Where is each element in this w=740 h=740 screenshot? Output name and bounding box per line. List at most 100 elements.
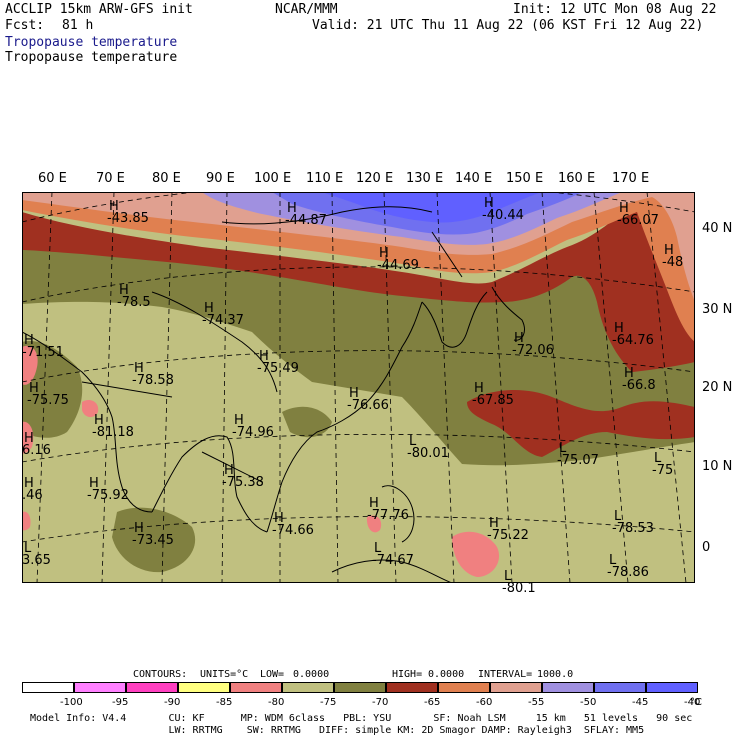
high-low-mark: H [24,333,34,348]
field-title-2: Tropopause temperature [5,50,178,65]
footer-line-2: LW: RRTMG SW: RRTMG DIFF: simple KM: 2D … [30,725,645,736]
field-m80-m75-e [366,515,382,533]
high-low-value: -66.07 [617,213,659,228]
colorbar-label: -60 [476,697,493,708]
high-low-mark: H [619,201,629,216]
valid-time: Valid: 21 UTC Thu 11 Aug 22 (06 KST Fri … [312,18,704,33]
field-m80-m75-b [22,421,34,454]
latitude-label: 0 [702,540,711,555]
colorbar-label: -40 [684,697,701,708]
high-low-value: -78.53 [612,521,654,536]
colorbar-swatch [490,682,542,693]
high-low-mark: L [614,509,622,524]
high-low-value: -78.58 [132,373,174,388]
longitude-label: 60 E [38,171,67,186]
field-m65-m60-north [22,192,695,372]
colorbar-swatch [126,682,178,693]
coastlines [22,206,525,583]
high-low-value: -75.92 [87,488,129,503]
high-low-value: -78.86 [607,565,649,580]
colorbar-label: -45 [632,697,649,708]
model-title: ACCLIP 15km ARW-GFS init [5,2,193,17]
high-low-mark: L [24,541,32,556]
colorbar-swatch [542,682,594,693]
graticule [22,192,695,583]
high-low-value: -75.75 [27,393,69,408]
field-m80-m75-f [22,511,31,531]
high-low-mark: H [204,301,214,316]
colorbar-swatch [646,682,698,693]
contours-units: UNITS=°C [200,669,249,680]
high-low-value: -76.66 [347,398,389,413]
longitude-label: 130 E [406,171,444,186]
high-low-value: -78.5 [117,295,151,310]
field-m70-m65-south [112,507,196,573]
contours-high-value: 0.0000 [428,669,465,680]
longitude-label: 140 E [455,171,493,186]
high-low-value: -73.45 [132,533,174,548]
longitude-label: 100 E [254,171,292,186]
high-low-mark: H [474,381,484,396]
high-low-mark: L [559,441,567,456]
colorbar-swatch [178,682,230,693]
high-low-mark: H [624,366,634,381]
longitude-label: 160 E [558,171,596,186]
field-gt-m40 [322,192,542,223]
high-low-mark: L [409,434,417,449]
forecast-label: Fcst: [5,18,45,33]
colorbar-swatch [594,682,646,693]
field-m70-m65-sea [282,406,332,438]
contours-interval-value: 1000.0 [537,669,574,680]
high-low-value: -74.67 [372,553,414,568]
high-low-value: -77.76 [367,508,409,523]
field-m80-m75-d [452,531,500,577]
high-low-mark: H [224,463,234,478]
longitude-label: 90 E [206,171,235,186]
high-low-mark: H [94,413,104,428]
colorbar-label: -80 [268,697,285,708]
latitude-label: 30 N [702,302,733,317]
longitude-label: 80 E [152,171,181,186]
high-low-mark: H [489,516,499,531]
high-low-mark: H [514,331,524,346]
longitude-label: 150 E [506,171,544,186]
field-m65-m60-center [467,390,695,457]
high-low-mark: H [349,386,359,401]
high-low-value: -74.37 [202,313,244,328]
colorbar-swatch [334,682,386,693]
high-low-mark: H [29,381,39,396]
high-low-value: -81.18 [92,425,134,440]
colorbar-swatch [282,682,334,693]
footer-line-1: Model Info: V4.4 CU: KF MP: WDM 6class P… [30,713,693,724]
center-name: NCAR/MMM [275,2,338,17]
high-low-mark: H [109,199,119,214]
colorbar-label: -70 [372,697,389,708]
contours-low-label: LOW= [260,669,285,680]
colorbar-label: -100 [60,697,83,708]
latitude-label: 20 N [702,380,733,395]
high-low-value: -75.07 [557,453,599,468]
high-low-value: -44.69 [377,258,419,273]
high-low-value: .46 [22,488,43,503]
high-low-mark: H [24,431,34,446]
high-low-mark: H [234,413,244,428]
high-low-mark: H [369,496,379,511]
high-low-mark: L [654,451,662,466]
high-low-value: -75.38 [222,475,264,490]
high-low-mark: H [274,511,284,526]
colorbar-swatch [386,682,438,693]
longitude-label: 170 E [612,171,650,186]
colorbar-label: -95 [112,697,129,708]
high-low-value: -75 [652,463,674,478]
field-m80-m75-c [82,400,99,418]
high-low-value: 3.65 [22,553,51,568]
high-low-value: -75.22 [487,528,529,543]
high-low-value: -64.76 [612,333,654,348]
colorbar-label: -50 [580,697,597,708]
longitude-label: 110 E [306,171,344,186]
latitude-label: 10 N [702,459,733,474]
tropopause-temperature-map: H -43.85 H -44.87 H -40.44 H -66.07 H -44.69 H -48 H… [22,192,695,596]
colorbar-swatch [438,682,490,693]
colorbar-label: -90 [164,697,181,708]
map-frame [22,192,695,583]
